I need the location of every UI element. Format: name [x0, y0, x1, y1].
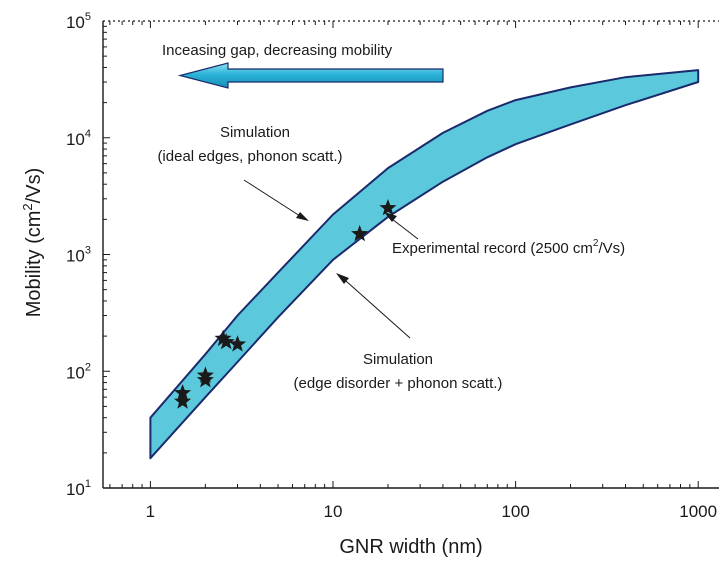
experimental-star-point — [229, 335, 247, 352]
upper-sim-label-line2: (ideal edges, phonon scatt.) — [157, 148, 342, 165]
x-tick-label: 1000 — [679, 502, 717, 521]
x-tick-label: 100 — [501, 502, 529, 521]
simulation-band — [149, 69, 700, 460]
y-tick-label: 105 — [66, 11, 91, 32]
x-tick-label: 10 — [324, 502, 343, 521]
experimental-pointer-head — [384, 212, 397, 222]
experimental-pointer — [391, 218, 419, 240]
lower-sim-pointer — [345, 280, 411, 339]
lower-sim-label-line1: Simulation — [363, 351, 433, 368]
axes-layer: 1 10 100 1000 101 102 103 104 105 GNR width (nm) M… — [20, 11, 719, 558]
y-tick-label: 102 — [66, 361, 91, 382]
y-axis-label: Mobility (cm2/Vs) — [20, 168, 45, 317]
lower-sim-pointer-head — [336, 273, 349, 284]
upper-sim-label-line1: Simulation — [220, 124, 290, 141]
simulation-band-layer — [149, 69, 700, 460]
experimental-star-point — [379, 199, 397, 216]
y-tick-label: 104 — [66, 128, 91, 149]
experimental-points-layer — [174, 199, 397, 409]
experimental-star-point — [174, 392, 192, 409]
y-tick-label: 103 — [66, 245, 91, 266]
experimental-star-point — [174, 384, 192, 401]
y-tick-label: 101 — [66, 478, 91, 499]
experimental-star-point — [214, 329, 232, 346]
lower-sim-label-line2: (edge disorder + phonon scatt.) — [294, 375, 503, 392]
experimental-star-point — [217, 333, 235, 350]
x-axis-label: GNR width (nm) — [339, 536, 482, 558]
annotations-layer: Inceasing gap, decreasing mobility Simul… — [157, 42, 625, 392]
upper-sim-pointer — [243, 179, 301, 217]
experimental-star-point — [196, 371, 214, 388]
experimental-record-label: Experimental record (2500 cm2/Vs) — [392, 238, 625, 257]
x-tick-label: 1 — [146, 502, 155, 521]
gap-arrow-icon — [177, 62, 444, 89]
upper-sim-pointer-head — [296, 212, 309, 221]
gap-arrow-label: Inceasing gap, decreasing mobility — [162, 42, 393, 59]
experimental-star-point — [351, 224, 369, 242]
